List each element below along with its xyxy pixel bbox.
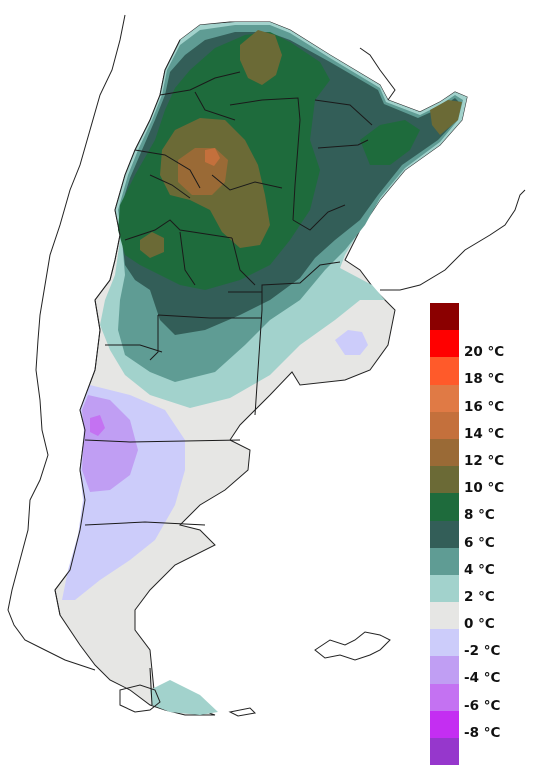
legend-swatch (430, 493, 459, 521)
legend-row: 18 °C (430, 357, 530, 388)
legend-row: 20 °C (430, 330, 530, 361)
legend-swatch (430, 683, 459, 711)
legend-row: 4 °C (430, 547, 530, 578)
legend-swatch (430, 574, 459, 603)
legend-swatch (430, 384, 459, 412)
legend-label: 6 °C (464, 534, 495, 551)
legend-swatch (430, 738, 459, 765)
legend-swatch (430, 656, 459, 684)
legend-row: -4 °C (430, 656, 530, 687)
malvinas-islands (314, 631, 391, 661)
legend-label: 2 °C (464, 588, 495, 605)
temperature-map (7, 14, 526, 717)
legend-row: 8 °C (430, 493, 530, 524)
legend-label: -2 °C (464, 643, 501, 660)
legend-row: -6 °C (430, 683, 530, 714)
isotherm-8c-east (360, 120, 420, 165)
legend-label: 8 °C (464, 507, 495, 524)
legend-label: 4 °C (464, 561, 495, 578)
legend-swatch (430, 547, 459, 575)
legend-label: 10 °C (464, 480, 505, 497)
isotherm-minus6c (90, 415, 105, 436)
legend-label: 14 °C (464, 425, 505, 442)
legend-label: 0 °C (464, 616, 495, 633)
legend-label: 12 °C (464, 452, 505, 469)
legend-row: 14 °C (430, 411, 530, 442)
isotherm-2c-south (150, 680, 218, 715)
temperature-legend: 20 °C 18 °C 16 °C 14 °C 12 °C 10 °C 8 °C 6 °C 4 … (430, 303, 530, 765)
tierra-del-fuego-islands (119, 684, 257, 717)
legend-row: 16 °C (430, 384, 530, 415)
legend-swatch (430, 629, 459, 657)
legend-swatch (430, 411, 459, 439)
legend-row (430, 738, 530, 765)
legend-row: 12 °C (430, 438, 530, 469)
legend-row: 6 °C (430, 520, 530, 551)
legend-swatch (430, 330, 459, 358)
legend-row: 10 °C (430, 466, 530, 497)
legend-label: 18 °C (464, 371, 505, 388)
legend-label: 20 °C (464, 344, 505, 361)
legend-label: 16 °C (464, 398, 505, 415)
legend-label: -4 °C (464, 670, 501, 687)
isotherm-10c-east (430, 100, 462, 135)
brazil-border (359, 47, 396, 101)
legend-swatch (430, 520, 459, 548)
legend-swatch (430, 303, 459, 331)
legend-row (430, 303, 530, 331)
legend-row: 2 °C (430, 574, 530, 605)
isotherm-minus2c-east (335, 330, 368, 355)
legend-row: -2 °C (430, 629, 530, 660)
province-borders (84, 71, 373, 706)
legend-label: -8 °C (464, 724, 501, 741)
chile-coastline (7, 14, 126, 671)
legend-label: -6 °C (464, 697, 501, 714)
isotherm-10c-north (240, 30, 282, 85)
uruguay-outline (380, 189, 526, 291)
legend-swatch (430, 357, 459, 385)
isotherm-14c (205, 148, 220, 166)
legend-row: 0 °C (430, 602, 530, 633)
andes-border (54, 39, 181, 616)
legend-swatch (430, 602, 459, 630)
legend-row: -8 °C (430, 710, 530, 741)
legend-swatch (430, 438, 459, 467)
legend-swatch (430, 710, 459, 738)
legend-swatch (430, 466, 459, 494)
isotherm-10c-west (140, 232, 164, 258)
